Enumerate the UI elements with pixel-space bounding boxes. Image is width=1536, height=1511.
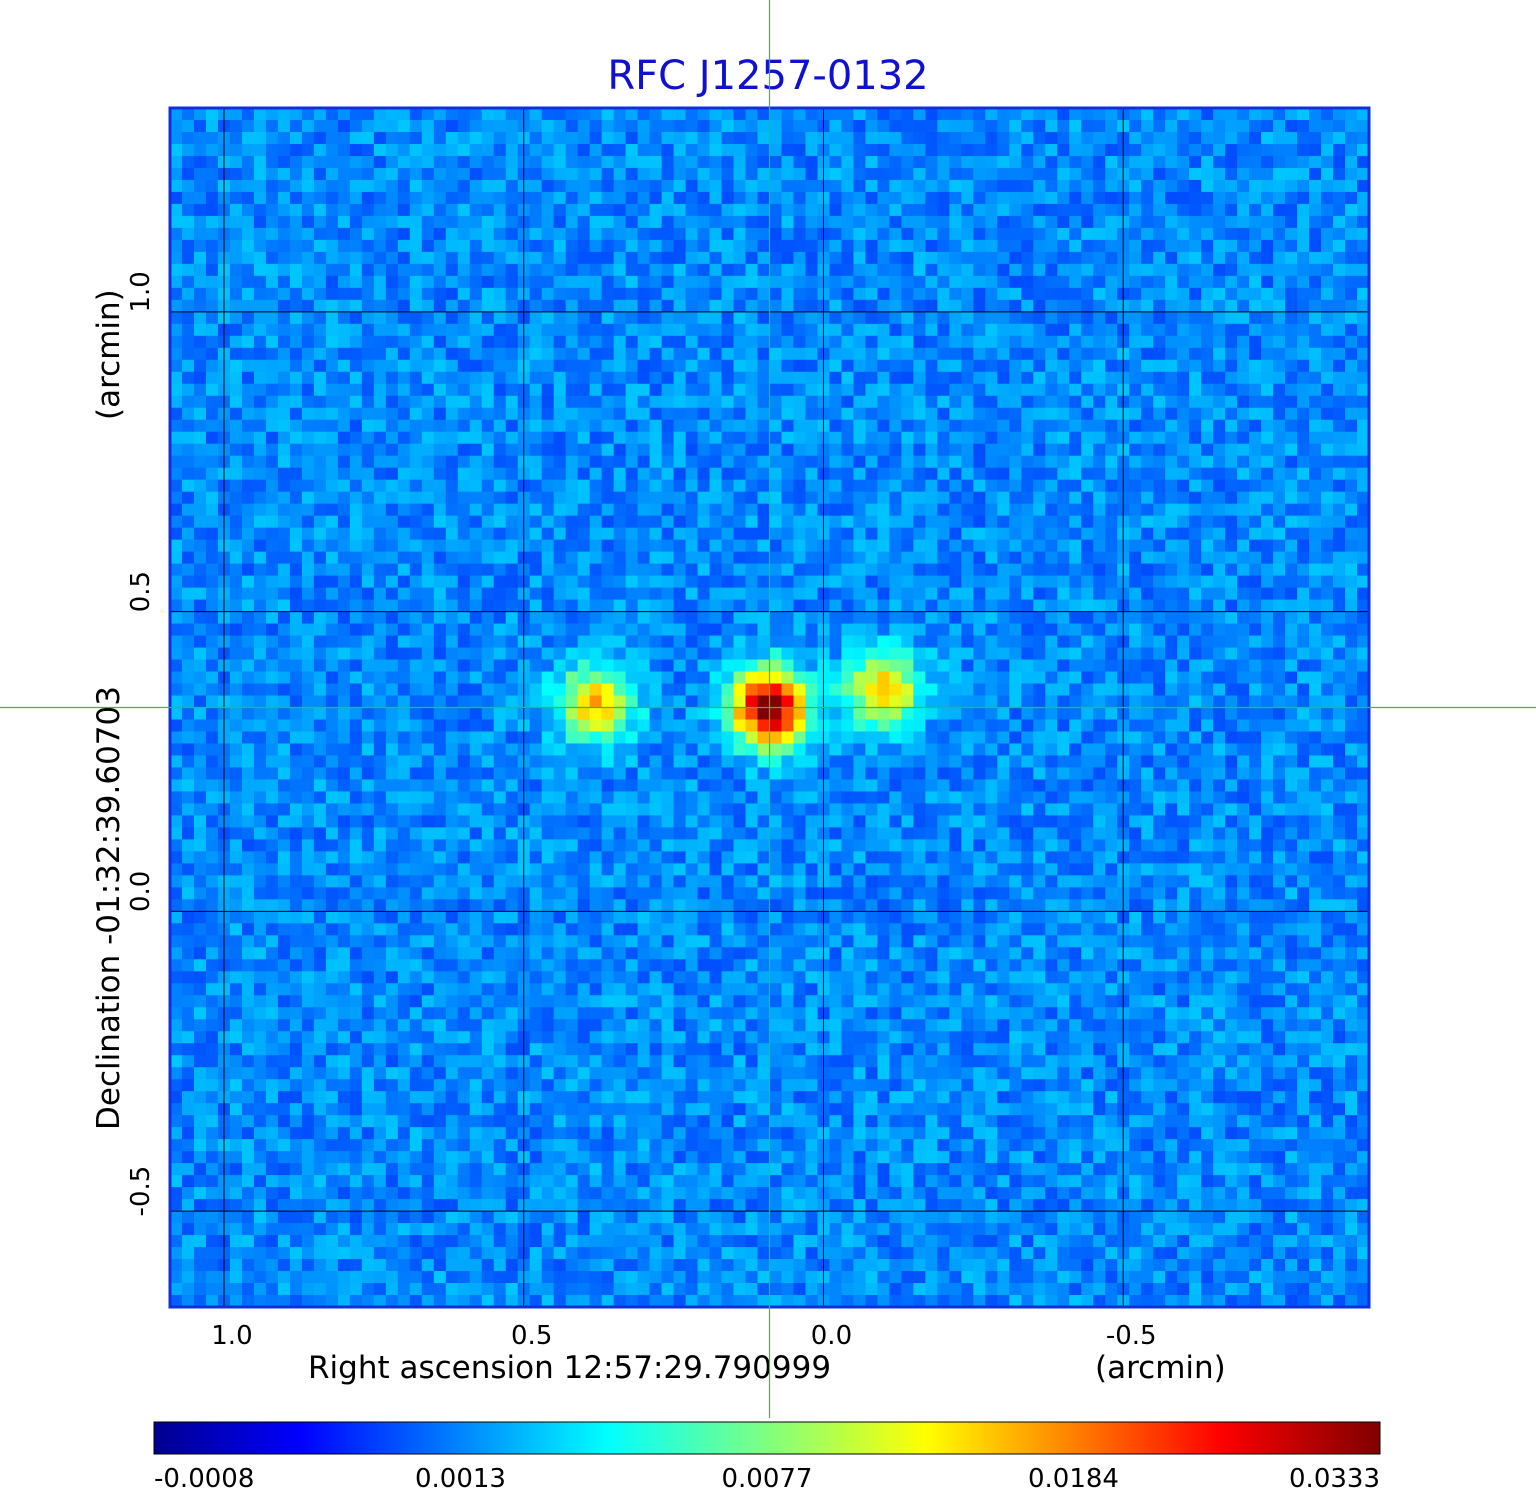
x-tick-label: 0.0 bbox=[811, 1321, 852, 1351]
colorbar-tick-label: 0.0184 bbox=[1028, 1464, 1119, 1494]
y-axis-unit: (arcmin) bbox=[91, 289, 127, 420]
colorbar-tick-label: 0.0333 bbox=[1289, 1464, 1380, 1494]
crosshair bbox=[0, 0, 1536, 1418]
x-axis-unit: (arcmin) bbox=[1095, 1350, 1226, 1386]
heatmap-pixels bbox=[170, 108, 1370, 1308]
colorbar bbox=[153, 1421, 1381, 1455]
chart-title: RFC J1257-0132 bbox=[607, 53, 928, 99]
colorbar-ticks: -0.0008 0.0013 0.0077 0.0184 0.0333 bbox=[154, 1464, 1380, 1494]
colorbar-tick-label: -0.0008 bbox=[154, 1464, 254, 1494]
y-axis-ticks: 1.0 0.5 0.0 -0.5 bbox=[126, 271, 156, 1216]
y-tick-label: 0.5 bbox=[126, 571, 156, 612]
y-tick-label: 0.0 bbox=[126, 871, 156, 912]
colorbar-tick-label: 0.0013 bbox=[415, 1464, 506, 1494]
x-axis-label: Right ascension 12:57:29.790999 bbox=[308, 1350, 831, 1386]
y-tick-label: 1.0 bbox=[126, 271, 156, 312]
colorbar-tick-label: 0.0077 bbox=[722, 1464, 813, 1494]
x-tick-label: 1.0 bbox=[211, 1321, 252, 1351]
x-tick-label: -0.5 bbox=[1106, 1321, 1157, 1351]
x-axis-ticks: 1.0 0.5 0.0 -0.5 bbox=[211, 1321, 1156, 1351]
y-tick-label: -0.5 bbox=[126, 1166, 156, 1217]
x-tick-label: 0.5 bbox=[511, 1321, 552, 1351]
y-axis-label: Declination -01:32:39.60703 bbox=[91, 686, 127, 1130]
